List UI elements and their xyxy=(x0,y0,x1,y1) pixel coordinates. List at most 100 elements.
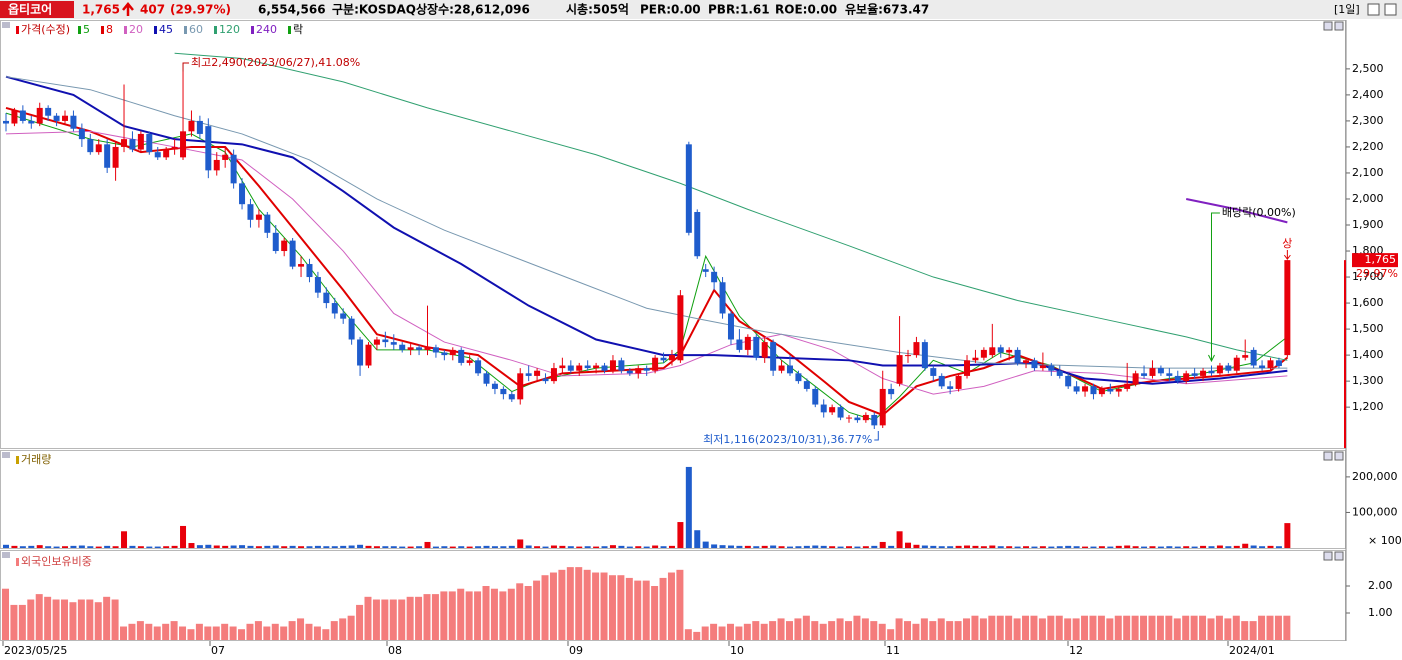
volume-bar xyxy=(1098,546,1105,548)
candle-body xyxy=(626,370,633,374)
foreign-bar xyxy=(963,618,971,640)
foreign-bar xyxy=(128,623,136,640)
candle-body xyxy=(1073,386,1080,392)
candle-body xyxy=(188,120,195,132)
volume-bar xyxy=(1259,546,1266,548)
foreign-bar xyxy=(322,629,330,640)
volume-bar xyxy=(635,546,642,548)
y-tick-label: 2,500 xyxy=(1352,62,1384,75)
foreign-bar xyxy=(954,621,962,640)
foreign-bar xyxy=(600,572,608,640)
volume-bar xyxy=(1090,546,1097,548)
maximize-button[interactable] xyxy=(1367,3,1380,16)
stock-name: 옵티코어 xyxy=(8,2,52,17)
candle-body xyxy=(407,347,414,350)
header-bar xyxy=(0,0,1402,19)
volume-bar xyxy=(1183,546,1190,548)
foreign-bar xyxy=(802,615,810,640)
foreign-bar xyxy=(617,575,625,640)
volume-bar xyxy=(432,546,439,548)
volume-bar xyxy=(559,545,566,548)
foreign-bar xyxy=(634,580,642,640)
volume-bar xyxy=(668,545,675,548)
y-tick-label: 2,300 xyxy=(1352,114,1384,127)
foreign-bar xyxy=(592,572,600,640)
foreign-bar xyxy=(1097,615,1105,640)
candle-body xyxy=(357,339,364,366)
candle-body xyxy=(1141,373,1148,376)
volume-bar xyxy=(997,546,1004,548)
legend-swatch xyxy=(214,26,217,34)
volume-bar xyxy=(744,545,751,548)
volume-bar xyxy=(1166,546,1173,548)
volume-bar xyxy=(255,546,262,548)
price-tag xyxy=(1352,253,1398,268)
foreign-bar xyxy=(608,575,616,640)
foreign-bar xyxy=(263,626,271,640)
candle-body xyxy=(1174,375,1181,382)
candle-body xyxy=(668,355,675,361)
volume-bar xyxy=(1048,546,1055,548)
foreign-bar xyxy=(845,621,852,640)
volume-bar xyxy=(357,544,364,548)
volume-bar xyxy=(921,545,928,548)
close-button[interactable] xyxy=(1384,3,1397,16)
limit-arrow xyxy=(1283,250,1291,260)
foreign-bar xyxy=(136,621,144,640)
candle-body xyxy=(1275,360,1282,367)
foreign-bar xyxy=(94,602,102,640)
volume-bar xyxy=(289,545,296,548)
volume-bar xyxy=(677,522,684,548)
foreign-bar xyxy=(507,588,515,640)
volume-bar xyxy=(711,544,718,548)
volume-bar xyxy=(87,546,94,548)
period-button[interactable]: [1일] xyxy=(1334,2,1360,16)
candle-body xyxy=(449,349,456,356)
candle-body xyxy=(180,131,187,158)
volume-bar xyxy=(955,545,962,548)
candle-body xyxy=(1267,360,1274,369)
candle-body xyxy=(997,347,1004,353)
y-tick-label: 1,400 xyxy=(1352,348,1384,361)
candle-body xyxy=(1149,368,1156,376)
candle-body xyxy=(854,417,861,421)
volume-bar xyxy=(180,525,187,548)
volume-bar xyxy=(1006,546,1013,548)
foreign-bar xyxy=(1165,615,1173,640)
volume-bar xyxy=(45,546,52,548)
foreign-bar xyxy=(819,623,827,640)
candle-body xyxy=(1014,349,1021,363)
foreign-bar xyxy=(541,575,549,640)
volume-bar xyxy=(449,546,456,548)
foreign-bar xyxy=(946,621,954,640)
change-bar xyxy=(1344,260,1346,448)
y-tick-label: 100,000 xyxy=(1352,505,1398,518)
volume-bar xyxy=(491,546,498,548)
volume-bar xyxy=(62,546,69,548)
foreign-bar xyxy=(356,604,364,640)
volume-bar xyxy=(1149,546,1156,548)
candle-body xyxy=(205,126,212,171)
candle-body xyxy=(424,347,431,350)
volume-bar xyxy=(1132,546,1139,548)
volume-bar xyxy=(972,545,979,548)
volume-bar xyxy=(1216,545,1223,548)
legend-swatch xyxy=(288,26,291,34)
foreign-bar xyxy=(238,629,246,640)
per: PER:0.00 xyxy=(640,3,701,17)
volume-bar xyxy=(753,546,760,548)
volume-bar xyxy=(1225,546,1232,548)
panel-title: 거래량 xyxy=(21,453,51,466)
foreign-bar xyxy=(389,599,397,640)
volume-bar xyxy=(230,545,237,548)
volume-bar xyxy=(399,546,406,548)
volume-bar xyxy=(550,545,557,548)
volume-bar xyxy=(500,546,507,548)
candle-body xyxy=(500,388,507,395)
foreign-bar xyxy=(726,623,734,640)
candle-body xyxy=(803,381,810,389)
ma-line xyxy=(5,130,1288,395)
foreign-bar xyxy=(212,626,220,640)
legend-swatch xyxy=(251,26,254,34)
candle-body xyxy=(921,342,928,369)
